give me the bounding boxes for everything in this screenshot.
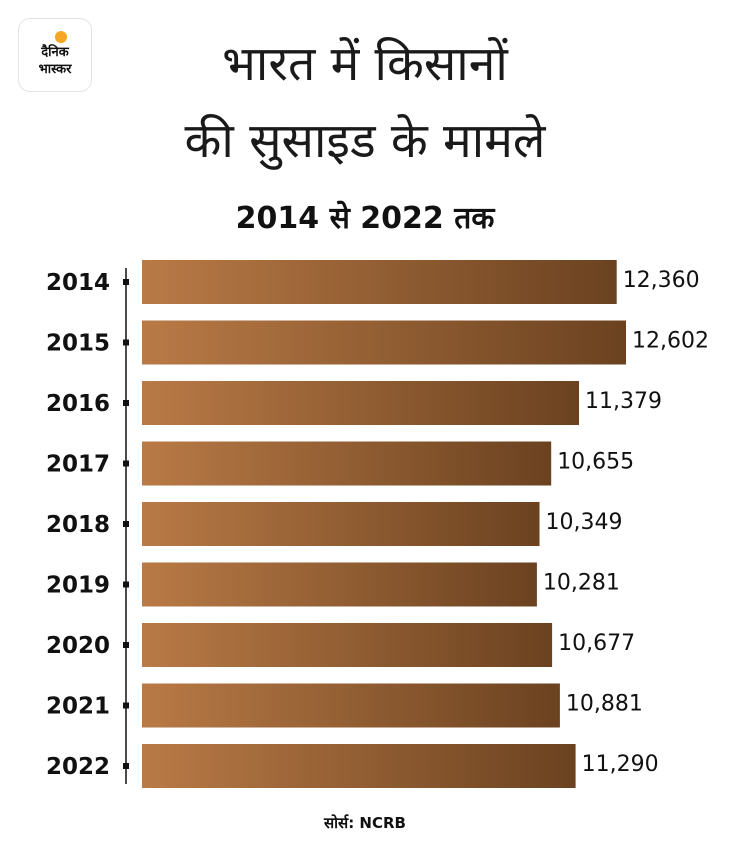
value-label-2021: 10,881	[566, 692, 643, 717]
bar-2016	[142, 381, 579, 425]
y-axis-tick	[123, 279, 129, 285]
y-axis-tick	[123, 339, 129, 346]
y-axis-tick	[123, 642, 129, 648]
category-label-2017: 2017	[46, 452, 110, 478]
value-label-2016: 11,379	[585, 389, 662, 414]
chart-title-line2: की सुसाइड के मामले	[184, 113, 546, 169]
value-label-2014: 12,360	[623, 268, 700, 293]
source-note: सोर्स: NCRB	[324, 814, 406, 832]
value-label-2015: 12,602	[632, 329, 709, 354]
category-label-2014: 2014	[46, 270, 110, 296]
value-label-2022: 11,290	[582, 752, 659, 777]
value-label-2019: 10,281	[543, 571, 620, 596]
bar-2014	[142, 260, 617, 304]
y-axis-tick	[123, 400, 129, 406]
category-label-2016: 2016	[46, 391, 110, 417]
bar-2015	[142, 320, 626, 365]
bar-2020	[142, 623, 553, 667]
category-label-2021: 2021	[46, 694, 110, 720]
category-label-2019: 2019	[46, 573, 110, 599]
sun-icon	[55, 31, 67, 43]
y-axis-tick	[123, 702, 129, 709]
bar-2017	[142, 441, 552, 486]
y-axis-tick	[123, 521, 129, 527]
value-label-2018: 10,349	[546, 510, 623, 535]
y-axis-tick	[123, 763, 129, 769]
y-axis-tick	[123, 460, 129, 467]
bar-2022	[142, 744, 576, 788]
category-label-2015: 2015	[46, 331, 110, 357]
bar-2018	[142, 502, 540, 546]
value-label-2020: 10,677	[558, 631, 635, 656]
bar-2019	[142, 562, 537, 607]
y-axis-tick	[123, 581, 129, 588]
category-label-2022: 2022	[46, 754, 110, 780]
bar-2021	[142, 683, 560, 728]
value-label-2017: 10,655	[557, 450, 634, 475]
logo-text-line2: भास्कर	[38, 62, 72, 77]
dainik-bhaskar-logo: दैनिक भास्कर	[18, 18, 92, 92]
category-label-2020: 2020	[46, 633, 110, 659]
category-label-2018: 2018	[46, 512, 110, 538]
logo-text-line1: दैनिक	[41, 45, 69, 60]
chart-title-line1: भारत में किसानों	[222, 36, 508, 92]
chart-subtitle: 2014 से 2022 तक	[235, 201, 495, 236]
